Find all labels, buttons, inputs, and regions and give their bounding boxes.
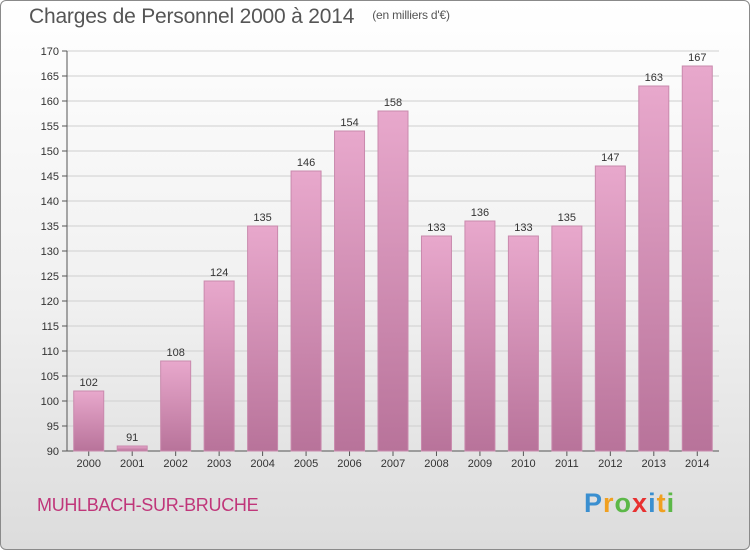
bar-2008	[420, 235, 452, 452]
x-tick-label: 2006	[337, 458, 361, 470]
y-tick-label: 100	[41, 396, 59, 408]
y-tick-label: 120	[41, 296, 59, 308]
brand-letter: x	[632, 488, 649, 518]
y-tick-label: 90	[47, 446, 59, 458]
x-tick-label: 2014	[685, 458, 709, 470]
y-tick-label: 115	[41, 321, 59, 333]
y-tick-label: 125	[41, 271, 59, 283]
bar-2007	[377, 110, 409, 452]
bar-2009	[464, 220, 496, 452]
brand-letter: i	[666, 488, 676, 518]
brand-letter: t	[656, 488, 667, 518]
brand-letter: P	[584, 488, 604, 518]
data-label: 135	[253, 212, 271, 224]
x-tick-label: 2003	[207, 458, 231, 470]
data-label: 136	[471, 207, 489, 219]
data-label: 133	[427, 222, 445, 234]
data-label: 147	[601, 152, 619, 164]
y-tick-label: 160	[41, 96, 59, 108]
unit-note: (en milliers d'€)	[372, 8, 450, 22]
x-tick-label: 2001	[120, 458, 144, 470]
bar-2010	[507, 235, 539, 452]
x-tick-label: 2002	[163, 458, 187, 470]
chart-title: Charges de Personnel 2000 à 2014 (en mill…	[29, 5, 450, 29]
y-tick-label: 140	[41, 196, 59, 208]
labels: 90 95 100 105 110 115 120 125 130 135 140 145 150 155…	[41, 46, 710, 470]
brand-logo: Proxiti	[584, 488, 675, 519]
bar-2013	[638, 85, 670, 452]
y-tick-label: 110	[41, 346, 59, 358]
data-label: 108	[166, 347, 184, 359]
y-tick-label: 165	[41, 71, 59, 83]
data-label: 158	[384, 97, 402, 109]
y-tick-label: 150	[41, 146, 59, 158]
brand-letter: o	[614, 488, 633, 518]
bar-2002	[160, 360, 192, 452]
y-tick-label: 105	[41, 371, 59, 383]
y-tick-label: 155	[41, 121, 59, 133]
location-name: MUHLBACH-SUR-BRUCHE	[37, 495, 259, 515]
x-tick-label: 2013	[642, 458, 666, 470]
data-label: 154	[340, 117, 358, 129]
data-label: 124	[210, 267, 228, 279]
data-label: 163	[645, 72, 663, 84]
y-tick-label: 135	[41, 221, 59, 233]
data-label: 146	[297, 157, 315, 169]
y-tick-label: 145	[41, 171, 59, 183]
bar-2012	[594, 165, 626, 452]
x-tick-label: 2007	[381, 458, 405, 470]
bar-2001	[116, 445, 148, 452]
bar-2006	[334, 130, 366, 452]
data-label: 91	[126, 432, 138, 444]
data-label: 102	[80, 377, 98, 389]
data-label: 135	[558, 212, 576, 224]
title-text: Charges de Personnel 2000 à 2014	[29, 5, 355, 28]
x-tick-label: 2011	[555, 458, 579, 470]
y-tick-label: 170	[41, 46, 59, 58]
bar-2000	[73, 390, 105, 452]
bar-2005	[290, 170, 322, 452]
bar-2003	[203, 280, 235, 452]
brand-letter: r	[603, 488, 615, 518]
bar-2004	[247, 225, 279, 452]
x-tick-label: 2000	[76, 458, 100, 470]
x-tick-label: 2004	[250, 458, 274, 470]
y-tick-label: 130	[41, 246, 59, 258]
x-tick-label: 2008	[424, 458, 448, 470]
data-label: 167	[688, 52, 706, 64]
bars	[73, 65, 713, 452]
x-tick-label: 2012	[598, 458, 622, 470]
x-tick-label: 2010	[511, 458, 535, 470]
data-label: 133	[514, 222, 532, 234]
x-tick-label: 2009	[468, 458, 492, 470]
bar-2014	[681, 65, 713, 452]
bar-2011	[551, 225, 583, 452]
y-tick-label: 95	[47, 421, 59, 433]
brand-letter: i	[648, 488, 657, 518]
x-tick-label: 2005	[294, 458, 318, 470]
